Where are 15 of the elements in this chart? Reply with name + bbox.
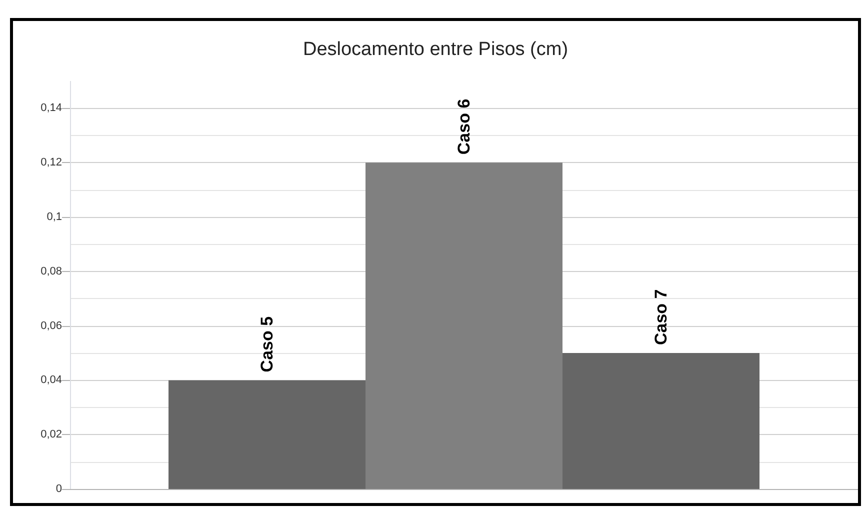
text: Caso 7 <box>652 289 670 345</box>
y-tick-label: 0,04 <box>40 374 62 386</box>
text: Caso 6 <box>454 98 474 155</box>
y-tick-label: 0,02 <box>40 428 62 441</box>
y-tick-label: 0,06 <box>40 320 62 332</box>
y-tick-label: 0 <box>56 483 62 495</box>
bar <box>168 380 366 489</box>
y-tick-label: 0,08 <box>40 265 62 278</box>
y-tick-label: 0,12 <box>40 156 62 169</box>
chart-title: Deslocamento entre Pisos (cm) <box>302 39 568 60</box>
text: Caso 5 <box>258 316 276 372</box>
y-tick-label: 0,14 <box>40 102 62 114</box>
y-tick-label: 0,1 <box>46 211 62 223</box>
bar <box>366 162 562 489</box>
bar <box>562 353 760 489</box>
